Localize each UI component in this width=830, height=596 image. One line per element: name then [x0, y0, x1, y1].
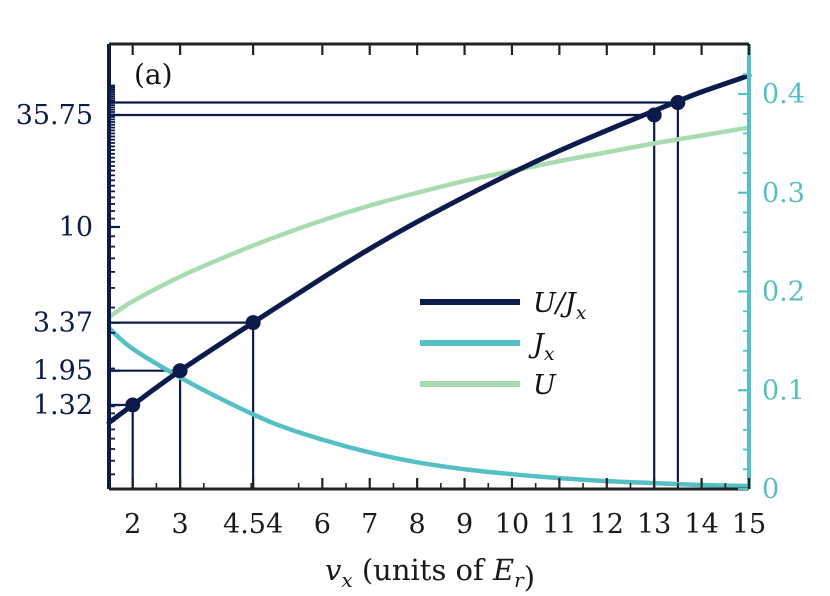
right-tick-label: 0 [762, 474, 779, 505]
markers [125, 95, 686, 413]
legend-label-1: Jx [528, 329, 555, 365]
x-tick-label: 10 [495, 509, 529, 540]
marker-0 [125, 397, 141, 413]
x-tick-label: 8 [409, 509, 426, 540]
series-line-2 [106, 125, 752, 320]
left-tick-label: 1.32 [33, 390, 93, 421]
x-tick-label: 15 [732, 509, 766, 540]
right-tick-label: 0.3 [762, 178, 805, 209]
legend-label-2: U [533, 370, 557, 401]
ticks: 1.321.95 3.37 10 35.75 0 0.1 0.2 0.3 0.4 2 3 4.54 6 7… [16, 44, 805, 594]
reference-lines [109, 101, 679, 489]
left-tick-label: 3.37 [33, 308, 93, 339]
panel-label: (a) [134, 58, 173, 91]
x-tick-label: 6 [314, 509, 331, 540]
legend-label-0: U/Jx [533, 288, 587, 324]
left-tick-label: 1.95 [33, 356, 93, 387]
x-tick-label: 7 [361, 509, 378, 540]
axes [107, 42, 751, 491]
x-tick-label: 3 [172, 509, 189, 540]
right-tick-label: 0.4 [762, 79, 805, 110]
x-tick-label: 11 [542, 509, 576, 540]
x-tick-label: 2 [124, 509, 141, 540]
right-tick-label: 0.1 [762, 375, 805, 406]
x-tick-label: 9 [456, 509, 473, 540]
marker-4 [670, 95, 686, 111]
x-tick-label: 12 [590, 509, 624, 540]
x-tick-label: 4.54 [223, 509, 283, 540]
left-tick-label: 10 [59, 212, 93, 243]
left-tick-label: 35.75 [16, 100, 93, 131]
x-tick-label: 14 [684, 509, 718, 540]
marker-1 [172, 363, 188, 379]
legend: U/Jx Jx U [420, 288, 587, 401]
x-axis-label: vx (units of Er) [325, 553, 535, 594]
x-tick-label: 13 [637, 509, 671, 540]
series-line-0 [106, 73, 752, 426]
marker-2 [245, 315, 261, 331]
series-line-1 [106, 325, 752, 489]
curves [106, 73, 752, 489]
right-tick-label: 0.2 [762, 277, 805, 308]
marker-3 [646, 107, 662, 123]
